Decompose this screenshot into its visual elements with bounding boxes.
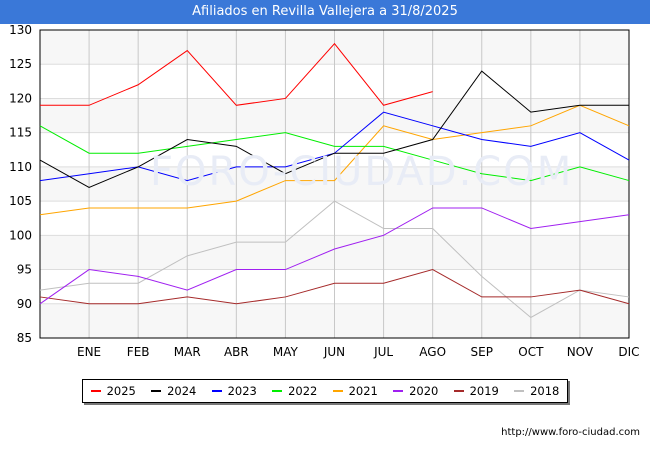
legend-label: 2022 <box>288 384 318 398</box>
source-url[interactable]: http://www.foro-ciudad.com <box>501 427 640 438</box>
legend-swatch <box>393 390 404 392</box>
legend-item-2021: 2021 <box>332 384 378 398</box>
legend-swatch <box>90 390 101 392</box>
legend-label: 2023 <box>227 384 257 398</box>
y-tick-label: 115 <box>9 126 32 140</box>
legend-item-2022: 2022 <box>272 384 317 398</box>
y-tick-label: 85 <box>17 331 32 345</box>
x-tick-label: ENE <box>77 345 101 359</box>
x-tick-label: JUN <box>323 345 345 359</box>
chart-title: Afiliados en Revilla Vallejera a 31/8/20… <box>0 0 650 24</box>
series-line-2024 <box>39 70 629 188</box>
legend-label: 2025 <box>106 384 136 398</box>
y-tick-label: 125 <box>9 57 32 71</box>
legend-item-2020: 2020 <box>393 384 438 398</box>
legend-label: 2021 <box>348 384 378 398</box>
x-tick-label: OCT <box>518 345 544 359</box>
legend-swatch <box>453 390 464 392</box>
x-tick-label: ABR <box>224 345 249 359</box>
x-tick-label: JUL <box>373 345 393 359</box>
y-tick-label: 105 <box>9 194 32 208</box>
legend-label: 2018 <box>530 384 560 398</box>
legend-swatch <box>211 390 222 392</box>
legend-label: 2024 <box>167 384 197 398</box>
series-line-2020 <box>39 207 630 305</box>
series-line-2022 <box>39 125 630 182</box>
y-tick-label: 120 <box>9 91 32 105</box>
legend-swatch <box>272 390 283 392</box>
legend-label: 2020 <box>409 384 439 398</box>
x-tick-label: MAY <box>273 345 299 359</box>
x-tick-label: DIC <box>618 345 639 359</box>
legend-item-2024: 2024 <box>151 384 196 398</box>
x-tick-label: MAR <box>174 345 201 359</box>
legend-swatch <box>151 390 162 392</box>
plot-frame <box>39 29 630 339</box>
series-line-2018 <box>39 200 630 319</box>
x-tick-label: NOV <box>567 345 594 359</box>
x-tick-label: FEB <box>127 345 150 359</box>
x-tick-label: SEP <box>471 345 493 359</box>
legend-swatch <box>514 390 525 392</box>
y-tick-label: 95 <box>17 263 32 277</box>
y-tick-label: 110 <box>9 160 32 174</box>
x-tick-label: AGO <box>419 345 446 359</box>
legend-item-2019: 2019 <box>453 384 499 398</box>
legend-swatch <box>332 390 343 392</box>
series-line-2025 <box>40 42 433 106</box>
legend-label: 2019 <box>469 384 499 398</box>
y-tick-label: 90 <box>17 297 32 311</box>
legend-item-2018: 2018 <box>514 384 559 398</box>
series-line-2021 <box>39 104 630 216</box>
legend-item-2023: 2023 <box>211 384 257 398</box>
legend-item-2025: 2025 <box>90 384 136 398</box>
y-tick-label: 100 <box>9 228 32 242</box>
y-tick-label: 130 <box>9 23 32 37</box>
legend: 2025 2024 2023 2022 2021 2020 2019 2018 <box>82 379 568 403</box>
series-line-2019 <box>39 269 630 305</box>
